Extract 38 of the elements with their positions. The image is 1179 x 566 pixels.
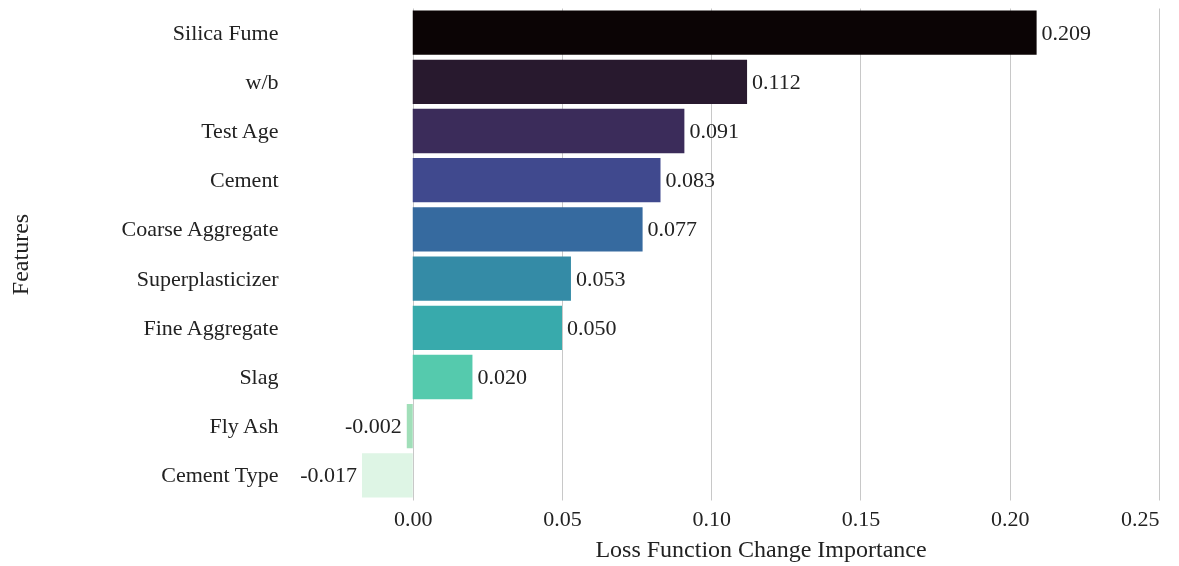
data-label: 0.209 — [1041, 19, 1092, 45]
y-tick-label: w/b — [245, 68, 279, 94]
data-label: -0.002 — [344, 413, 402, 439]
x-tick-label: 0.20 — [991, 505, 1030, 531]
data-label: 0.091 — [689, 118, 739, 143]
y-tick-label: Cement — [210, 167, 279, 193]
bar — [412, 10, 1037, 55]
y-tick-label: Coarse Aggregate — [121, 216, 279, 242]
bar — [412, 59, 748, 104]
data-label: 0.077 — [647, 216, 698, 242]
y-tick-label: Slag — [239, 364, 279, 389]
x-tick-label: 0.00 — [394, 505, 433, 531]
data-label: -0.017 — [300, 462, 357, 488]
y-tick-label: Fine Aggregate — [143, 314, 279, 340]
x-tick-label: 0.25 — [1121, 505, 1160, 531]
bar — [412, 108, 685, 154]
bar — [412, 207, 643, 252]
data-label: 0.053 — [575, 265, 626, 291]
x-tick-label: 0.10 — [692, 505, 731, 531]
data-label: 0.050 — [567, 314, 617, 340]
data-label: 0.112 — [752, 68, 801, 94]
bar — [362, 453, 413, 498]
data-label: 0.020 — [477, 364, 527, 389]
y-tick-label: Superplasticizer — [136, 265, 280, 291]
bar — [406, 404, 413, 449]
y-tick-label: Fly Ash — [209, 413, 279, 439]
y-tick-label: Silica Fume — [172, 19, 279, 45]
x-tick-label: 0.15 — [841, 505, 881, 531]
bar — [412, 354, 473, 400]
y-tick-label: Test Age — [201, 118, 279, 143]
x-tick-label: 0.05 — [543, 505, 582, 531]
bar — [412, 305, 562, 350]
y-tick-label: Cement Type — [161, 462, 279, 488]
bar — [412, 256, 571, 301]
y-axis-title: Features — [6, 213, 33, 296]
x-axis-title: Loss Function Change Importance — [595, 535, 927, 562]
bar — [412, 158, 661, 203]
data-label: 0.083 — [665, 167, 715, 193]
